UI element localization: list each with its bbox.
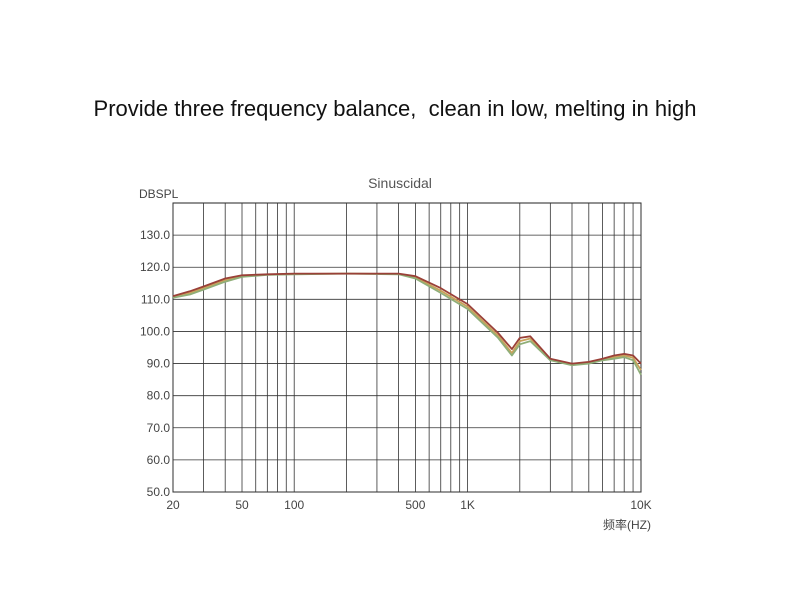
tick-labels: 50.0 60.0 70.0 80.0 90.0 100.0 110.0 120.0 130.0… (140, 228, 652, 512)
series-lines (172, 272, 642, 376)
x-tick-label: 100 (284, 498, 304, 512)
y-tick-label: 50.0 (147, 485, 171, 499)
y-tick-label: 100.0 (140, 324, 170, 338)
headline: Provide three frequency balance, clean i… (93, 96, 697, 121)
series-line (172, 272, 642, 371)
y-tick-label: 110.0 (141, 292, 170, 306)
x-tick-label: 500 (405, 498, 425, 512)
plot-frame (172, 202, 642, 493)
y-tick-label: 120.0 (140, 260, 170, 274)
y-tick-label: 80.0 (147, 389, 171, 403)
x-tick-label: 20 (166, 498, 180, 512)
x-tick-label: 50 (235, 498, 249, 512)
y-axis-label: DBSPL (139, 187, 179, 201)
x-tick-label: 1K (460, 498, 475, 512)
y-tick-label: 130.0 (140, 228, 170, 242)
grid (172, 202, 642, 493)
y-tick-label: 60.0 (147, 453, 171, 467)
series-line (172, 272, 642, 365)
x-axis-label: 频率(HZ) (603, 517, 651, 532)
series-line (172, 272, 642, 376)
chart-title: Sinuscidal (368, 175, 432, 191)
y-tick-label: 90.0 (147, 357, 171, 371)
x-tick-label: 10K (630, 498, 651, 512)
y-tick-label: 70.0 (147, 421, 171, 435)
